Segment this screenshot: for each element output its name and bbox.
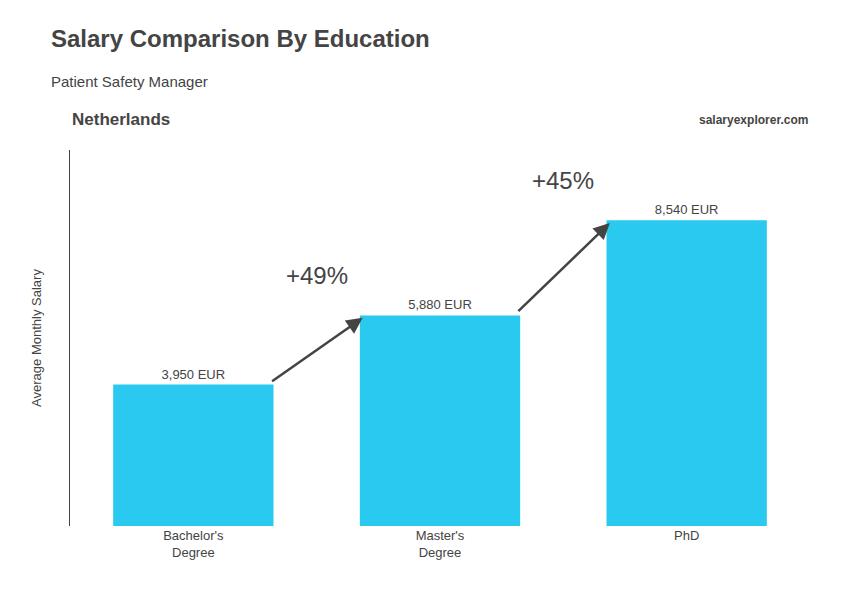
svg-text:+45%: +45% [532, 167, 594, 194]
svg-text:Salary Comparison By Education: Salary Comparison By Education [51, 25, 430, 52]
svg-text:Average Monthly Salary: Average Monthly Salary [29, 269, 44, 407]
svg-text:+49%: +49% [286, 262, 348, 289]
svg-text:3,950 EUR: 3,950 EUR [162, 367, 226, 382]
svg-text:8,540 EUR: 8,540 EUR [655, 202, 719, 217]
svg-text:Patient Safety Manager: Patient Safety Manager [51, 73, 208, 90]
svg-text:Netherlands: Netherlands [72, 110, 170, 129]
svg-text:Bachelor'sDegree: Bachelor'sDegree [163, 528, 224, 560]
svg-text:PhD: PhD [674, 528, 699, 543]
svg-text:5,880 EUR: 5,880 EUR [408, 297, 472, 312]
svg-text:salaryexplorer.com: salaryexplorer.com [699, 113, 808, 127]
svg-text:Master'sDegree: Master'sDegree [416, 528, 465, 560]
